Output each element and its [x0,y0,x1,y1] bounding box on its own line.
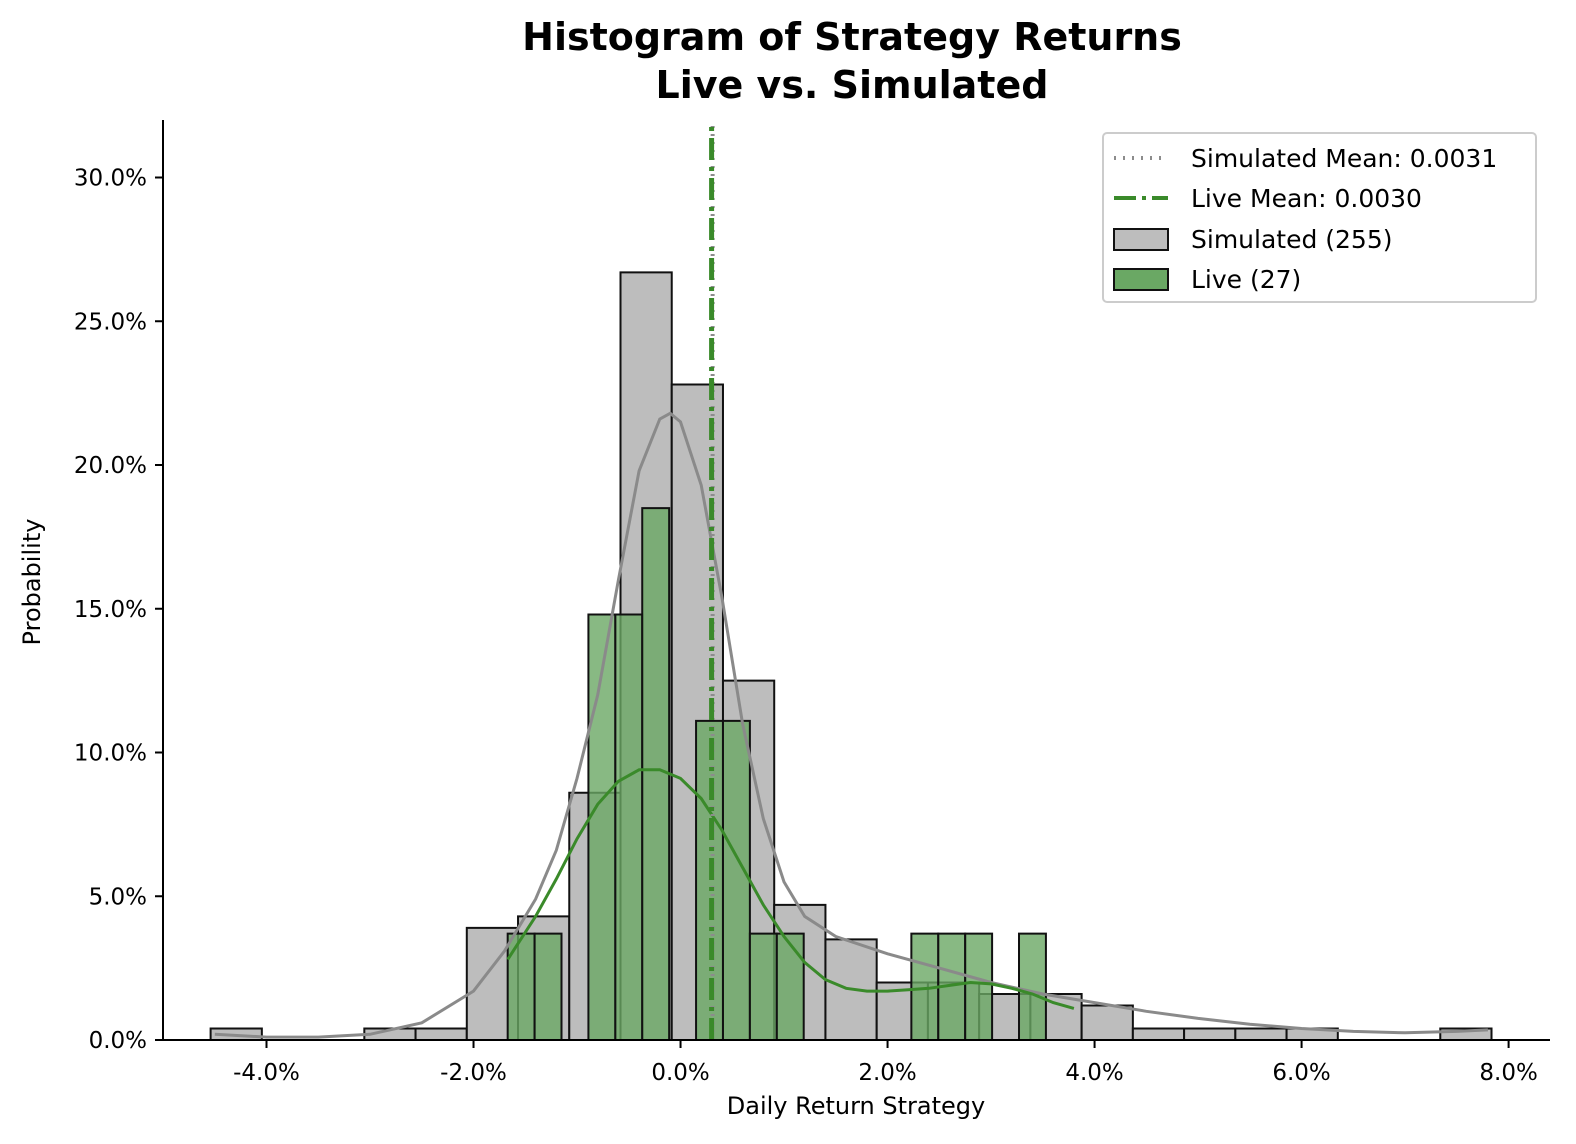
legend-frame [1102,132,1537,303]
legend-swatch-2 [1113,228,1169,251]
legend-label-3: Live (27) [1191,265,1301,294]
x-tick-label-6: 8.0% [1479,1060,1537,1086]
live-bars [506,507,1047,1041]
live-bar-3 [587,613,617,1041]
live-bar-19 [1018,932,1047,1041]
legend-label-0: Simulated Mean: 0.0031 [1191,144,1497,173]
chart-subtitle: Live vs. Simulated [656,63,1049,107]
chart-title: Histogram of Strategy Returns [522,15,1182,59]
x-tick-label-3: 2.0% [858,1060,916,1086]
x-tick-label-1: -2.0% [440,1060,507,1086]
y-tick-label-3: 15.0% [74,597,147,623]
legend-label-2: Simulated (255) [1191,225,1393,254]
live-bar-1 [533,932,563,1041]
y-tick-label-1: 5.0% [89,884,147,910]
x-tick-label-5: 6.0% [1272,1060,1330,1086]
x-tick-label-4: 4.0% [1065,1060,1123,1086]
live-bar-9 [748,932,778,1041]
live-kde-curve [506,768,1075,1010]
live-bar-5 [641,507,671,1041]
simulated-kde-curve [214,411,1488,1039]
y-tick-label-4: 20.0% [74,453,147,479]
simulated-bar-19 [1183,1027,1237,1041]
y-tick-label-2: 10.0% [74,741,147,767]
simulated-bar-4 [414,1027,468,1041]
y-tick-label-0: 0.0% [89,1028,147,1054]
live-bar-8 [721,719,751,1041]
x-tick-label-0: -4.0% [233,1060,300,1086]
x-axis-label: Daily Return Strategy [727,1092,985,1120]
live-bar-4 [614,613,644,1041]
legend-label-1: Live Mean: 0.0030 [1191,184,1422,213]
simulated-bar-18 [1131,1027,1186,1041]
live-bar-0 [506,932,536,1041]
live-bar-10 [775,932,805,1041]
x-tick-label-2: 0.0% [651,1060,709,1086]
y-tick-label-6: 30.0% [74,166,147,192]
simulated-bar-17 [1080,1004,1134,1041]
legend-swatch-3 [1113,268,1169,291]
x-axis-ticks: -4.0% -2.0% 0.0% 2.0% 4.0% 6.0% 8.0% [233,1040,1538,1086]
y-tick-label-5: 25.0% [74,309,147,335]
simulated-bars [209,271,1493,1041]
legend: Simulated Mean: 0.0031 Live Mean: 0.0030 S… [1102,132,1537,303]
y-axis-label: Probability [18,519,46,646]
live-bar-17 [964,932,994,1041]
y-axis-ticks: 0.0% 5.0% 10.0% 15.0% 20.0% 25.0% 30.0% [74,166,163,1054]
simulated-bar-20 [1234,1027,1288,1041]
